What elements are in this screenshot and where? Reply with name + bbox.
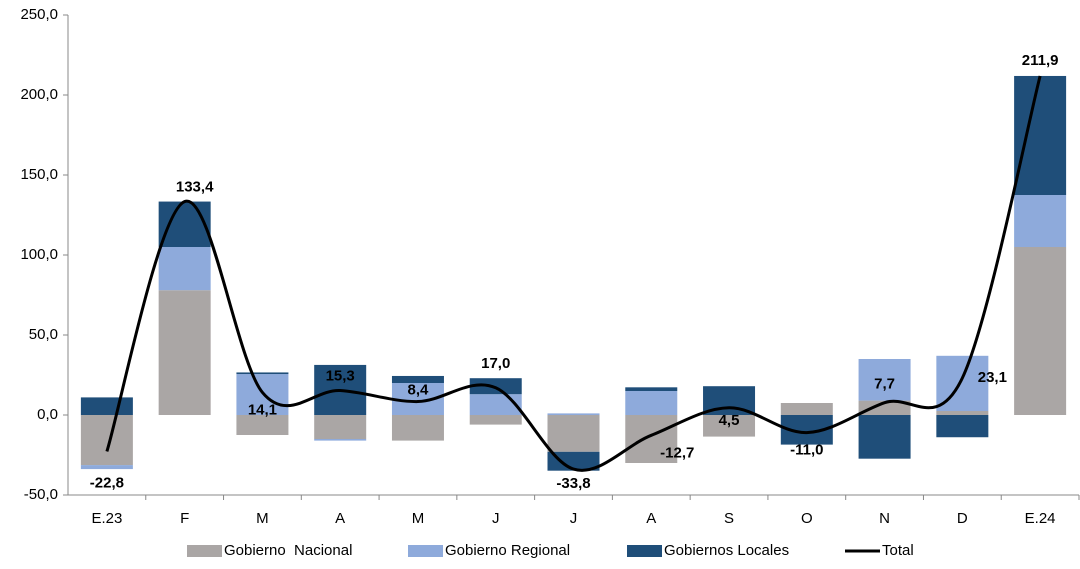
x-tick-label: M	[256, 510, 269, 527]
bar-segment	[80, 397, 133, 415]
bar-segment	[236, 415, 289, 435]
y-tick-label: -50,0	[24, 486, 58, 503]
data-label: -33,8	[556, 475, 590, 492]
data-label: 14,1	[248, 401, 277, 418]
legend-label: Gobierno Nacional	[224, 542, 352, 559]
total-line	[105, 75, 1042, 472]
y-tick-label: 200,0	[20, 86, 58, 103]
bar-segment	[858, 359, 911, 401]
data-label: 8,4	[408, 382, 430, 399]
bar-segment	[314, 415, 367, 439]
bar-segment	[547, 451, 600, 471]
legend-label: Total	[882, 542, 914, 559]
x-tick-label: A	[646, 510, 656, 527]
data-label: 211,9	[1022, 52, 1059, 69]
bar-segment	[80, 415, 133, 466]
y-tick-label: 250,0	[20, 6, 58, 23]
bar-segment	[158, 290, 211, 415]
bar-segment	[780, 403, 833, 415]
legend-swatch	[187, 545, 222, 557]
bar-segment	[625, 391, 678, 415]
bar-segment	[1014, 195, 1067, 247]
bar-segment	[625, 387, 678, 391]
data-label: 7,7	[874, 376, 895, 393]
data-label: 15,3	[326, 367, 355, 384]
bar-segment	[469, 415, 522, 425]
bar-segment	[469, 394, 522, 415]
bar-segment	[936, 415, 989, 438]
bar-segment	[158, 247, 211, 291]
bar-segment	[391, 375, 444, 383]
x-tick-label: O	[801, 510, 813, 527]
bar-segment	[80, 465, 133, 470]
bar-segment	[547, 415, 600, 452]
x-tick-label: J	[492, 510, 500, 527]
x-tick-label: E.23	[91, 510, 122, 527]
bar-segment	[547, 413, 600, 415]
y-tick-label: 0,0	[37, 406, 58, 423]
legend-swatch	[627, 545, 662, 557]
bar-segment	[858, 400, 911, 415]
legend-swatch	[408, 545, 443, 557]
x-tick-label: F	[180, 510, 189, 527]
bar-segment	[314, 439, 367, 441]
bar-segment	[1014, 75, 1067, 195]
bar-segment	[236, 372, 289, 375]
data-label: 133,4	[176, 179, 214, 196]
data-label: 17,0	[481, 355, 510, 372]
x-tick-label: E.24	[1025, 510, 1056, 527]
legend-label: Gobiernos Locales	[664, 542, 789, 559]
y-tick-label: 150,0	[20, 166, 58, 183]
data-label: -22,8	[90, 474, 124, 491]
bar-segment	[158, 201, 211, 247]
x-tick-label: N	[879, 510, 890, 527]
bar-segment	[625, 415, 678, 463]
x-tick-label: D	[957, 510, 968, 527]
data-label: 23,1	[978, 369, 1007, 386]
legend-label: Gobierno Regional	[445, 542, 570, 559]
bar-segment	[858, 415, 911, 459]
bar-segment	[936, 411, 989, 415]
bar-segment	[391, 415, 444, 441]
data-label: -11,0	[790, 442, 823, 459]
data-label: 4,5	[719, 412, 740, 429]
x-tick-label: A	[335, 510, 345, 527]
bar-segment	[1014, 247, 1067, 415]
data-label: -12,7	[660, 444, 694, 461]
x-tick-label: S	[724, 510, 734, 527]
x-tick-label: M	[412, 510, 425, 527]
x-tick-label: J	[570, 510, 578, 527]
y-tick-label: 100,0	[20, 246, 58, 263]
y-tick-label: 50,0	[29, 326, 58, 343]
bar-segment	[703, 415, 756, 437]
